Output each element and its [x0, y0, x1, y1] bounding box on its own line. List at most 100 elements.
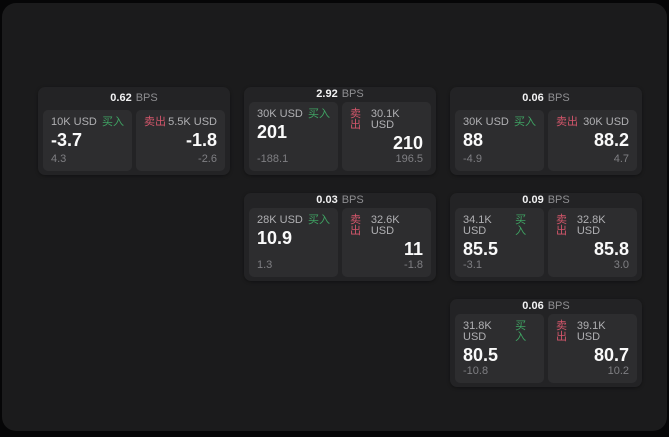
sell-panel[interactable]: 卖出 5.5K USD -1.8 -2.6 [136, 110, 225, 171]
sell-amount: 32.6K USD [370, 214, 400, 238]
sell-panel[interactable]: 卖出 32.6K USD 11 -1.8 [342, 208, 431, 277]
buy-side-label: 买入 [514, 116, 536, 128]
buy-panel[interactable]: 31.8K USD 买入 80.5 -10.8 [455, 314, 544, 383]
buy-amount: 34.1K USD [463, 214, 492, 238]
sell-price: 85.8 [593, 239, 629, 260]
buy-delta: -3.1 [463, 259, 482, 271]
sell-side-label: 卖出 [144, 116, 166, 128]
bps-value: 0.03 [316, 194, 338, 207]
sell-amount: 32.8K USD [576, 214, 606, 238]
sell-price: 88.2 [593, 130, 629, 150]
buy-side-label: 买入 [102, 116, 124, 128]
sell-panel-header: 卖出 32.8K USD [556, 215, 629, 237]
bps-unit-label: BPS [547, 194, 570, 207]
buy-delta: -10.8 [463, 365, 489, 377]
sell-delta: 4.7 [613, 153, 629, 165]
sell-price: 210 [392, 133, 423, 154]
buy-panel-header: 31.8K USD 买入 [463, 321, 536, 343]
card-header: 2.92 BPS [244, 87, 436, 102]
quote-panels: 31.8K USD 买入 80.5 -10.8 卖出 39.1K USD 80.… [450, 314, 642, 387]
buy-amount: 30K USD [463, 116, 509, 128]
quote-card: 0.09 BPS 34.1K USD 买入 85.5 -3.1 卖出 32.8K… [450, 193, 642, 281]
buy-panel[interactable]: 34.1K USD 买入 85.5 -3.1 [455, 208, 544, 277]
bps-value: 0.09 [522, 194, 544, 207]
sell-panel[interactable]: 卖出 32.8K USD 85.8 3.0 [548, 208, 637, 277]
quote-panels: 30K USD 买入 88 -4.9 卖出 30K USD 88.2 4.7 [450, 110, 642, 175]
buy-side-label: 买入 [515, 320, 527, 344]
buy-side-label: 买入 [308, 214, 330, 227]
buy-price: -3.7 [51, 130, 83, 150]
bps-value: 0.62 [110, 92, 132, 104]
sell-side-label: 卖出 [556, 116, 578, 128]
bps-value: 0.06 [522, 300, 544, 313]
buy-price: 201 [257, 122, 288, 143]
buy-delta: -188.1 [257, 153, 289, 165]
quote-card: 0.06 BPS 30K USD 买入 88 -4.9 卖出 30K USD 8… [450, 87, 642, 175]
bps-unit-label: BPS [341, 194, 364, 207]
quote-panels: 28K USD 买入 10.9 1.3 卖出 32.6K USD 11 -1.8 [244, 208, 436, 281]
sell-panel-header: 卖出 39.1K USD [556, 321, 629, 343]
sell-panel-header: 卖出 30K USD [556, 117, 629, 128]
quote-card: 0.06 BPS 31.8K USD 买入 80.5 -10.8 卖出 39.1… [450, 299, 642, 387]
buy-panel-header: 30K USD 买入 [257, 109, 330, 120]
sell-panel-header: 卖出 32.6K USD [350, 215, 423, 237]
bps-unit-label: BPS [341, 88, 364, 101]
sell-panel-header: 卖出 5.5K USD [144, 117, 217, 128]
buy-price: 10.9 [257, 228, 293, 249]
bps-value: 0.06 [522, 92, 544, 104]
buy-amount: 10K USD [51, 116, 97, 128]
buy-amount: 31.8K USD [463, 320, 492, 344]
sell-amount: 5.5K USD [168, 116, 217, 128]
sell-delta: -2.6 [198, 153, 217, 165]
buy-side-label: 买入 [515, 214, 527, 238]
buy-delta: 4.3 [51, 153, 67, 165]
sell-side-label: 卖出 [350, 108, 361, 132]
sell-delta: 196.5 [395, 153, 423, 165]
cards-grid: 0.62 BPS 10K USD 买入 -3.7 4.3 卖出 5.5K USD… [38, 87, 642, 387]
sell-amount: 30K USD [583, 116, 629, 128]
buy-panel[interactable]: 30K USD 买入 201 -188.1 [249, 102, 338, 171]
sell-panel[interactable]: 卖出 30K USD 88.2 4.7 [548, 110, 637, 171]
main-panel: 0.62 BPS 10K USD 买入 -3.7 4.3 卖出 5.5K USD… [2, 3, 667, 431]
sell-panel[interactable]: 卖出 30.1K USD 210 196.5 [342, 102, 431, 171]
sell-price: 11 [403, 239, 423, 260]
buy-side-label: 买入 [308, 108, 330, 121]
bps-unit-label: BPS [547, 300, 570, 313]
buy-amount: 28K USD [257, 214, 303, 227]
sell-panel[interactable]: 卖出 39.1K USD 80.7 10.2 [548, 314, 637, 383]
buy-panel[interactable]: 28K USD 买入 10.9 1.3 [249, 208, 338, 277]
bps-value: 2.92 [316, 88, 338, 101]
buy-panel-header: 30K USD 买入 [463, 117, 536, 128]
sell-amount: 39.1K USD [576, 320, 606, 344]
sell-delta: -1.8 [404, 259, 423, 271]
quote-panels: 34.1K USD 买入 85.5 -3.1 卖出 32.8K USD 85.8… [450, 208, 642, 281]
buy-panel-header: 10K USD 买入 [51, 117, 124, 128]
sell-side-label: 卖出 [350, 214, 361, 238]
buy-panel[interactable]: 10K USD 买入 -3.7 4.3 [43, 110, 132, 171]
buy-price: 85.5 [463, 239, 499, 260]
sell-side-label: 卖出 [556, 320, 567, 344]
buy-panel-header: 28K USD 买入 [257, 215, 330, 226]
bps-unit-label: BPS [547, 92, 570, 104]
quote-card: 0.62 BPS 10K USD 买入 -3.7 4.3 卖出 5.5K USD… [38, 87, 230, 175]
quote-card: 0.03 BPS 28K USD 买入 10.9 1.3 卖出 32.6K US… [244, 193, 436, 281]
bps-unit-label: BPS [135, 92, 158, 104]
sell-price: -1.8 [185, 130, 217, 150]
quote-panels: 30K USD 买入 201 -188.1 卖出 30.1K USD 210 1… [244, 102, 436, 175]
quote-panels: 10K USD 买入 -3.7 4.3 卖出 5.5K USD -1.8 -2.… [38, 110, 230, 175]
buy-panel[interactable]: 30K USD 买入 88 -4.9 [455, 110, 544, 171]
sell-amount: 30.1K USD [370, 108, 400, 132]
card-header: 0.09 BPS [450, 193, 642, 208]
sell-side-label: 卖出 [556, 214, 567, 238]
buy-price: 80.5 [463, 345, 499, 366]
buy-price: 88 [463, 130, 484, 150]
sell-price: 80.7 [593, 345, 629, 366]
buy-delta: -4.9 [463, 153, 482, 165]
sell-delta: 3.0 [613, 259, 629, 271]
sell-delta: 10.2 [607, 365, 629, 377]
card-header: 0.62 BPS [38, 87, 230, 110]
quote-card: 2.92 BPS 30K USD 买入 201 -188.1 卖出 30.1K … [244, 87, 436, 175]
buy-delta: 1.3 [257, 259, 273, 271]
card-header: 0.06 BPS [450, 299, 642, 314]
card-header: 0.03 BPS [244, 193, 436, 208]
